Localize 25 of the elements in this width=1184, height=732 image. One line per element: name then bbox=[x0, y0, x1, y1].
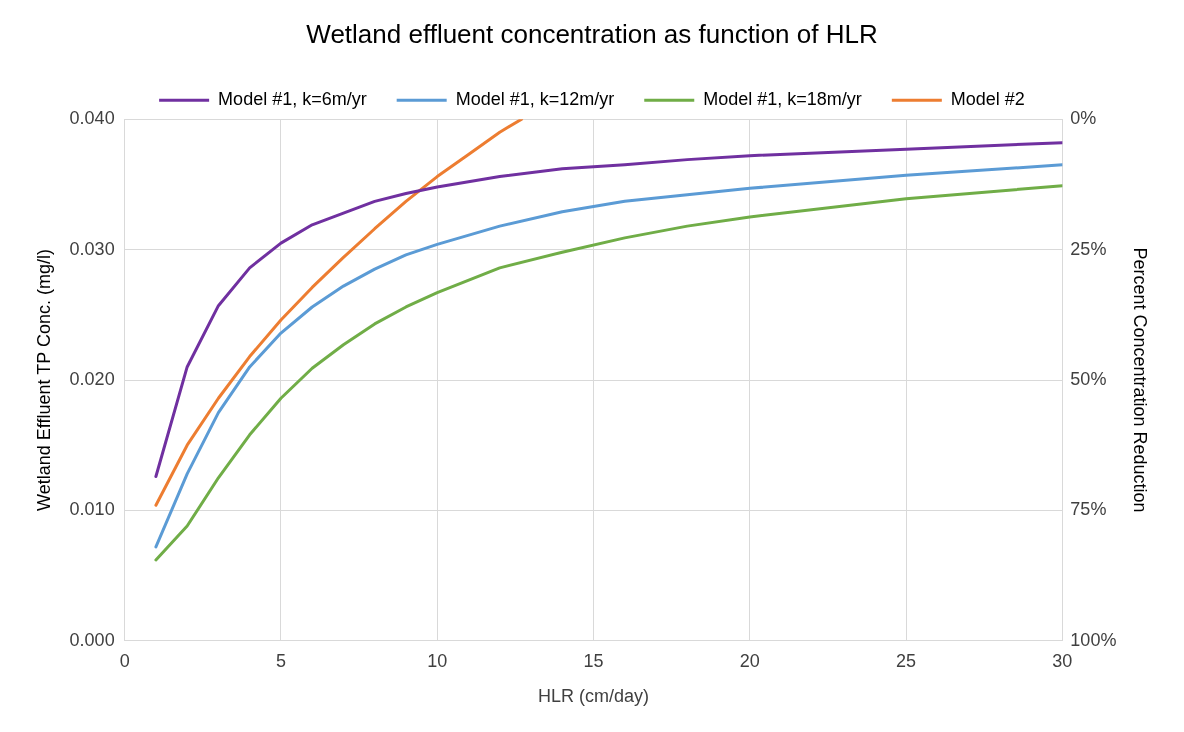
x-tick-label: 25 bbox=[896, 650, 917, 671]
chart-title: Wetland effluent concentration as function of HLR bbox=[306, 18, 878, 49]
y2-tick-label: 50% bbox=[1070, 368, 1107, 389]
y2-tick-label: 0% bbox=[1070, 108, 1097, 129]
x-tick-label: 10 bbox=[427, 650, 448, 671]
y-tick-label: 0.030 bbox=[69, 238, 115, 259]
x-tick-label: 0 bbox=[119, 650, 130, 671]
x-tick-label: 20 bbox=[739, 650, 760, 671]
legend-label: Model #1, k=18m/yr bbox=[703, 89, 862, 110]
y-tick-label: 0.000 bbox=[69, 629, 115, 650]
y2-tick-label: 100% bbox=[1070, 629, 1117, 650]
x-tick-label: 15 bbox=[583, 650, 604, 671]
y-tick-label: 0.040 bbox=[69, 108, 115, 129]
y2-tick-label: 25% bbox=[1070, 238, 1107, 259]
y-tick-label: 0.020 bbox=[69, 368, 115, 389]
legend-label: Model #2 bbox=[950, 89, 1025, 110]
legend-label: Model #1, k=6m/yr bbox=[218, 89, 367, 110]
y-tick-label: 0.010 bbox=[69, 499, 115, 520]
y2-tick-label: 75% bbox=[1070, 499, 1107, 520]
y-axis-title: Wetland Effluent TP Conc. (mg/l) bbox=[33, 249, 54, 511]
x-axis-title: HLR (cm/day) bbox=[538, 686, 650, 707]
y2-axis-title: Percent Concentration Reduction bbox=[1130, 247, 1151, 513]
x-tick-label: 30 bbox=[1052, 650, 1073, 671]
x-tick-label: 5 bbox=[275, 650, 286, 671]
legend-label: Model #1, k=12m/yr bbox=[455, 89, 615, 110]
